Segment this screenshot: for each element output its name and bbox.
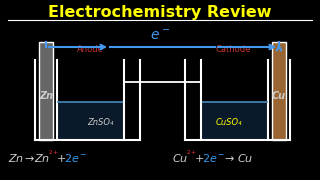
Text: CuSO₄: CuSO₄ — [216, 118, 242, 127]
Text: ZnSO₄: ZnSO₄ — [87, 118, 113, 127]
Text: $Zn$: $Zn$ — [8, 152, 24, 164]
Text: $Zn$: $Zn$ — [34, 152, 50, 164]
Bar — [202, 101, 267, 139]
Text: $+$: $+$ — [194, 152, 204, 163]
Text: Cu: Cu — [272, 91, 286, 101]
Text: $^{2+}$: $^{2+}$ — [186, 150, 197, 159]
Text: $^{2+}$: $^{2+}$ — [48, 150, 60, 159]
Bar — [58, 101, 123, 139]
Text: $Cu$: $Cu$ — [172, 152, 188, 164]
Text: $\rightarrow$: $\rightarrow$ — [222, 153, 235, 163]
Text: $e^-$: $e^-$ — [150, 29, 170, 43]
Text: Anode: Anode — [76, 46, 103, 55]
Bar — [272, 42, 286, 140]
Text: Zn: Zn — [39, 91, 53, 101]
Text: $2e^-$: $2e^-$ — [64, 152, 88, 164]
Bar — [39, 42, 53, 140]
Text: Electrochemistry Review: Electrochemistry Review — [48, 5, 272, 20]
Text: $2e^-$: $2e^-$ — [202, 152, 226, 164]
Text: Cathode: Cathode — [215, 46, 251, 55]
Text: $Cu$: $Cu$ — [237, 152, 253, 164]
Text: $+$: $+$ — [56, 152, 66, 163]
Text: $\rightarrow$: $\rightarrow$ — [22, 153, 35, 163]
